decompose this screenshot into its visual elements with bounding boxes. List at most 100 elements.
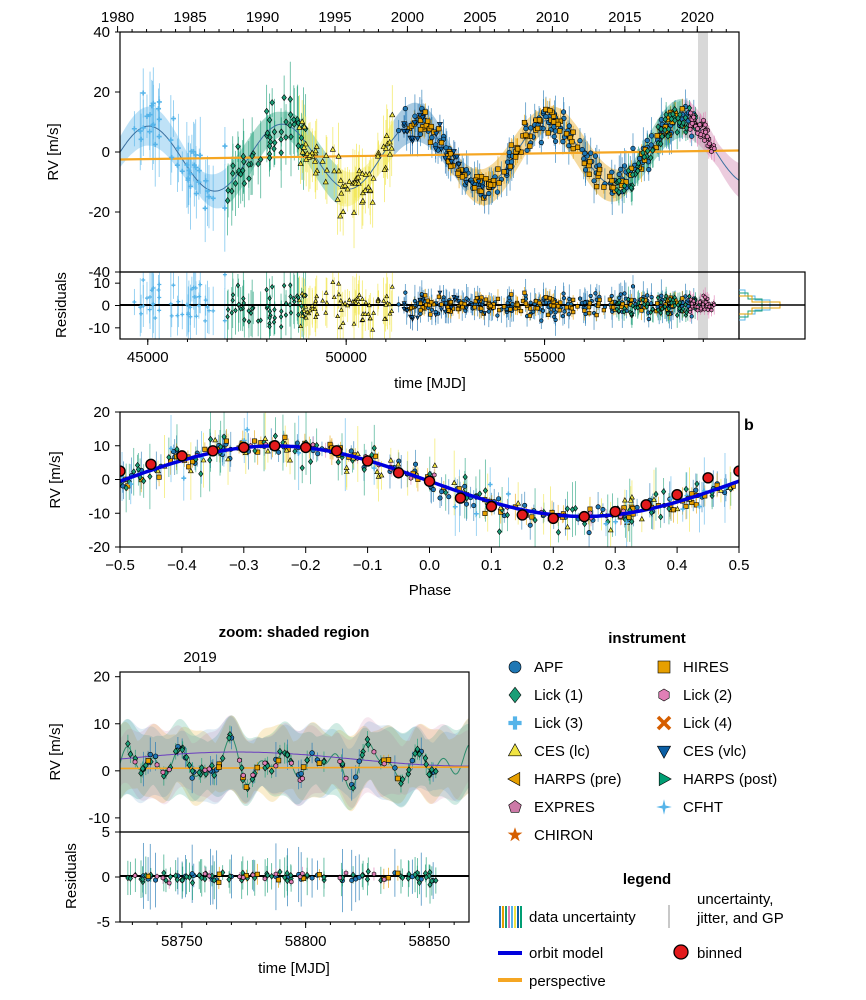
zoom-residual-point bbox=[216, 871, 222, 877]
rv-point bbox=[597, 166, 603, 173]
zoom-residual-point bbox=[254, 871, 260, 877]
rv-point bbox=[418, 126, 424, 133]
zoom-residual-point bbox=[262, 876, 268, 882]
residual-point bbox=[597, 297, 602, 303]
rv-point bbox=[582, 167, 589, 173]
residual-point bbox=[236, 301, 242, 308]
rv-point bbox=[475, 179, 482, 185]
legend-item-chiron: CHIRON bbox=[507, 827, 593, 844]
timeseries-y-ticks: -40 -20 0 20 40 bbox=[88, 24, 120, 281]
top-year-label: 2010 bbox=[536, 9, 569, 26]
zoom-point bbox=[356, 758, 362, 764]
phased-point bbox=[272, 432, 279, 440]
residual-point bbox=[479, 306, 484, 311]
rv-point bbox=[291, 116, 297, 124]
zoom-residual-point bbox=[226, 876, 232, 883]
rv-point bbox=[149, 103, 155, 109]
zoom-residual-point bbox=[132, 873, 138, 879]
residual-point bbox=[561, 291, 566, 296]
residual-point bbox=[648, 309, 653, 316]
residual-point bbox=[420, 298, 426, 304]
phased-point bbox=[354, 450, 361, 457]
rv-point bbox=[386, 138, 393, 145]
residual-point bbox=[543, 295, 548, 300]
residual-point bbox=[593, 291, 598, 296]
phased-point bbox=[515, 500, 522, 506]
legend-label: Lick (2) bbox=[683, 687, 732, 704]
rv-point bbox=[455, 161, 462, 168]
residual-point bbox=[698, 306, 703, 311]
y-tick-label: -20 bbox=[88, 539, 110, 556]
residual-point bbox=[303, 303, 309, 309]
residual-point bbox=[383, 302, 389, 307]
timeseries-ylabel: RV [m/s] bbox=[45, 123, 62, 180]
zoom-residual-point bbox=[414, 874, 421, 882]
residual-point bbox=[157, 295, 162, 300]
residual-point bbox=[582, 300, 587, 305]
y-tick-label: 20 bbox=[93, 669, 110, 686]
residual-point bbox=[409, 315, 415, 320]
zoom-residual-point bbox=[309, 875, 315, 881]
rv-point bbox=[616, 188, 622, 196]
rv-point bbox=[704, 134, 710, 140]
gp-band bbox=[120, 716, 469, 807]
x-tick-label: 50000 bbox=[325, 349, 367, 366]
residual-point bbox=[401, 307, 407, 312]
rv-point bbox=[609, 169, 615, 175]
binned-point bbox=[238, 441, 250, 454]
phased-point bbox=[199, 455, 204, 460]
rv-point bbox=[459, 174, 466, 180]
phased-point bbox=[371, 444, 377, 452]
residual-point bbox=[296, 311, 301, 318]
zoom-residual-point bbox=[265, 871, 271, 879]
phased-point bbox=[299, 464, 305, 472]
perspective-line bbox=[120, 149, 739, 161]
zoom-residual-point bbox=[183, 873, 190, 881]
rv-point bbox=[635, 159, 642, 167]
residual-point bbox=[551, 303, 556, 309]
residual-point bbox=[645, 293, 650, 298]
rv-point bbox=[481, 194, 488, 201]
rv-point bbox=[312, 147, 319, 154]
legend-perspective: perspective bbox=[529, 973, 606, 990]
legend-title: legend bbox=[623, 871, 671, 888]
rv-point bbox=[338, 189, 345, 196]
zoom-point bbox=[145, 758, 152, 764]
residual-point bbox=[658, 299, 664, 306]
rv-point bbox=[296, 124, 303, 130]
residual-point bbox=[569, 306, 575, 311]
x-tick-label: −0.4 bbox=[167, 557, 197, 574]
rv-point bbox=[672, 106, 678, 113]
rv-point bbox=[144, 113, 150, 119]
legend-item-ces-vlc: CES (vlc) bbox=[656, 743, 746, 760]
zoom-point bbox=[416, 750, 423, 758]
residual-point bbox=[356, 301, 362, 306]
rv-point bbox=[329, 146, 336, 152]
residual-point bbox=[684, 309, 689, 316]
zoom-point bbox=[206, 766, 212, 772]
phased-panel: -20 -10 0 10 20 −0.5 −0.4 −0.3 −0.2 −0.1 0.0 0.1 0.… bbox=[47, 404, 754, 599]
residual-point bbox=[381, 298, 387, 303]
residual-point bbox=[695, 308, 700, 313]
phased-point bbox=[613, 519, 618, 525]
residual-point bbox=[288, 293, 293, 300]
phased-point bbox=[471, 503, 477, 509]
residual-point bbox=[703, 300, 708, 305]
rv-point bbox=[422, 109, 428, 115]
rv-point bbox=[235, 143, 241, 151]
zoom-point bbox=[275, 757, 282, 764]
residual-point bbox=[342, 300, 348, 305]
residual-point bbox=[658, 310, 663, 316]
top-year-label: 2005 bbox=[463, 9, 496, 26]
legend-label: Lick (4) bbox=[683, 715, 732, 732]
legend-label: CES (lc) bbox=[534, 743, 590, 760]
residual-point bbox=[144, 296, 149, 301]
residual-point bbox=[196, 303, 201, 308]
zoom-point bbox=[147, 751, 153, 758]
rv-point bbox=[689, 133, 695, 139]
rv-point bbox=[560, 109, 567, 115]
zoom-residual-point bbox=[140, 876, 146, 883]
zoom-panel: zoom: shaded region -10 0 10 20 2019 RV [m/… bbox=[47, 624, 470, 977]
phased-point bbox=[569, 506, 575, 513]
zoom-point bbox=[288, 760, 294, 766]
